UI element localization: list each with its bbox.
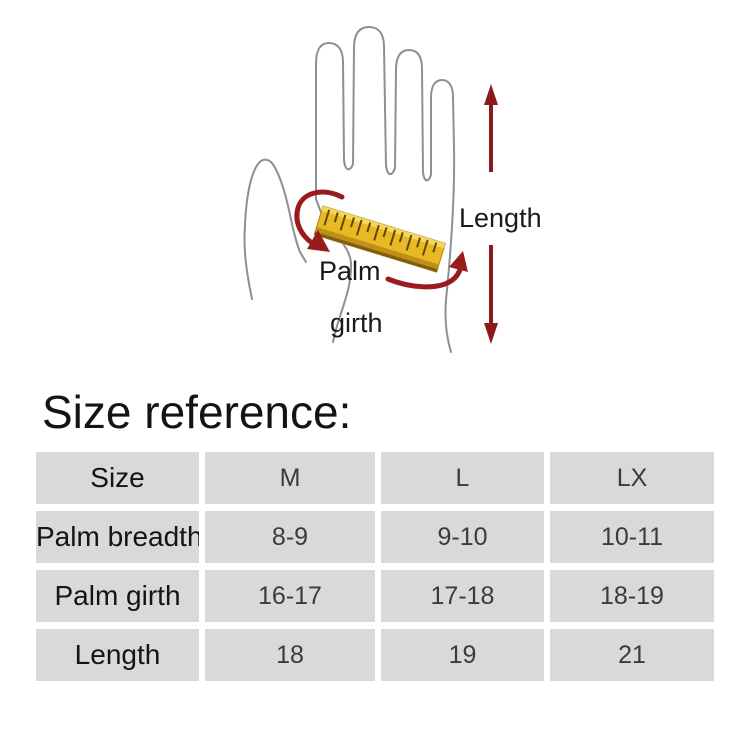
palm-girth-m: 16-17 bbox=[205, 570, 375, 622]
row-label-palm-girth: Palm girth bbox=[36, 570, 199, 622]
col-header-m: M bbox=[205, 452, 375, 504]
length-l: 19 bbox=[381, 629, 544, 681]
page-title: Size reference: bbox=[42, 386, 352, 438]
length-lx: 21 bbox=[550, 629, 714, 681]
palm-breadth-m: 8-9 bbox=[205, 511, 375, 563]
table-row-palm-girth: Palm girth 16-17 17-18 18-19 bbox=[36, 570, 714, 622]
tape-tick-marks bbox=[323, 209, 438, 256]
table-header-row: Size M L LX bbox=[36, 452, 714, 504]
palm-breadth-l: 9-10 bbox=[381, 511, 544, 563]
col-header-lx: LX bbox=[550, 452, 714, 504]
table-row-palm-breadth: Palm breadth 8-9 9-10 10-11 bbox=[36, 511, 714, 563]
thumb-outline bbox=[243, 158, 307, 300]
palm-girth-l: 17-18 bbox=[381, 570, 544, 622]
row-label-palm-breadth: Palm breadth bbox=[36, 511, 199, 563]
palm-girth-lx: 18-19 bbox=[550, 570, 714, 622]
hand-outline bbox=[315, 26, 456, 353]
size-reference-table: Size M L LX Palm breadth 8-9 9-10 10-11 … bbox=[30, 445, 720, 688]
girth-arrow-left-icon bbox=[294, 189, 345, 252]
table-row-length: Length 18 19 21 bbox=[36, 629, 714, 681]
glove-measurement-diagram: Length Palm girth bbox=[243, 26, 542, 353]
measuring-tape-icon bbox=[313, 205, 447, 273]
length-m: 18 bbox=[205, 629, 375, 681]
col-header-size: Size bbox=[36, 452, 199, 504]
girth-arrow-right-icon bbox=[385, 251, 468, 290]
length-label: Length bbox=[459, 203, 542, 233]
palm-breadth-lx: 10-11 bbox=[550, 511, 714, 563]
palm-girth-label-line1: Palm bbox=[319, 256, 381, 286]
length-arrow-icon bbox=[484, 84, 498, 344]
row-label-length: Length bbox=[36, 629, 199, 681]
size-reference-table-container: Size M L LX Palm breadth 8-9 9-10 10-11 … bbox=[30, 445, 720, 688]
palm-girth-label-line2: girth bbox=[330, 308, 383, 338]
col-header-l: L bbox=[381, 452, 544, 504]
